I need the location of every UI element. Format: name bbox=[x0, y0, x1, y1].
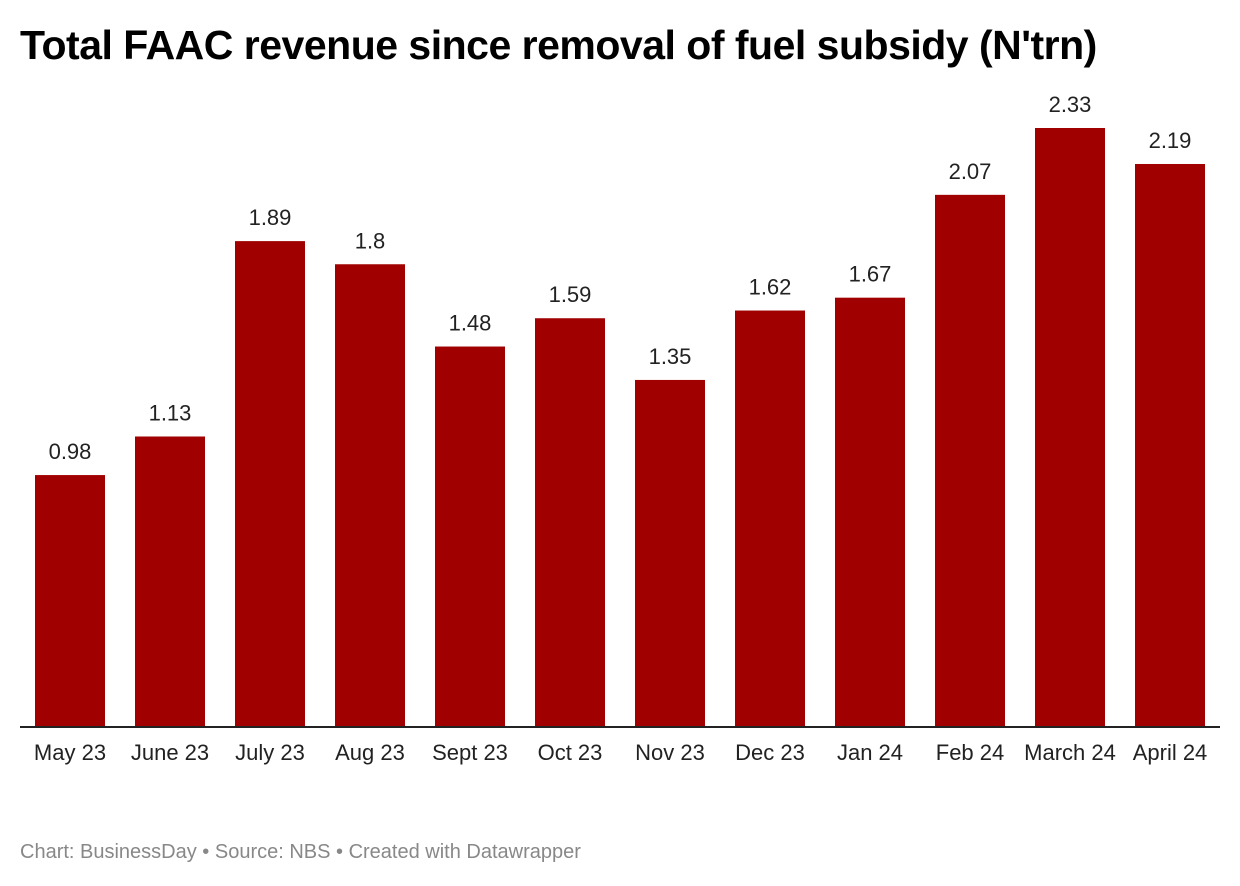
chart-footer: Chart: BusinessDay • Source: NBS • Creat… bbox=[20, 841, 581, 863]
bar-may-23 bbox=[35, 475, 105, 727]
value-label: 2.33 bbox=[1049, 92, 1092, 117]
bar-feb-24 bbox=[935, 194, 1005, 728]
bar-oct-23 bbox=[535, 318, 605, 727]
bar-aug-23 bbox=[335, 264, 405, 727]
value-label: 1.13 bbox=[149, 400, 192, 425]
bar-march-24 bbox=[1035, 128, 1105, 727]
x-tick-label: Dec 23 bbox=[735, 740, 805, 765]
bar-april-24 bbox=[1135, 163, 1205, 728]
bar-jan-24 bbox=[835, 297, 905, 727]
bar-july-23 bbox=[235, 241, 305, 727]
x-tick-label: Jan 24 bbox=[837, 740, 903, 765]
chart-title: Total FAAC revenue since removal of fuel… bbox=[20, 22, 1097, 68]
value-label: 1.62 bbox=[749, 275, 792, 300]
value-label: 1.48 bbox=[449, 311, 492, 336]
bar-dec-23 bbox=[735, 310, 805, 727]
value-label: 2.19 bbox=[1149, 128, 1192, 153]
value-label: 1.89 bbox=[249, 205, 292, 230]
value-label: 1.59 bbox=[549, 282, 592, 307]
x-tick-label: Nov 23 bbox=[635, 740, 705, 765]
bar-june-23 bbox=[135, 436, 205, 727]
x-tick-label: Oct 23 bbox=[538, 740, 603, 765]
value-label: 1.8 bbox=[355, 228, 386, 253]
value-label: 0.98 bbox=[49, 439, 92, 464]
bars-group bbox=[35, 128, 1205, 728]
x-tick-label: Sept 23 bbox=[432, 740, 508, 765]
bar-sept-23 bbox=[435, 346, 505, 727]
x-tick-label: Feb 24 bbox=[936, 740, 1005, 765]
x-tick-label: Aug 23 bbox=[335, 740, 405, 765]
value-label: 2.07 bbox=[949, 159, 992, 184]
bar-nov-23 bbox=[635, 379, 705, 727]
x-tick-label: May 23 bbox=[34, 740, 106, 765]
value-label: 1.67 bbox=[849, 262, 892, 287]
x-tick-labels-group: May 23 June 23 July 23 Aug 23 Sept 23 Oct 23 N… bbox=[34, 740, 1207, 765]
x-tick-label: April 24 bbox=[1133, 740, 1208, 765]
x-tick-label: July 23 bbox=[235, 740, 305, 765]
x-tick-label: March 24 bbox=[1024, 740, 1116, 765]
x-tick-label: June 23 bbox=[131, 740, 209, 765]
value-labels-group: 0.98 1.13 1.89 1.8 1.48 1.59 1.35 1.62 1.67 2.07 2… bbox=[49, 92, 1192, 464]
value-label: 1.35 bbox=[649, 344, 692, 369]
